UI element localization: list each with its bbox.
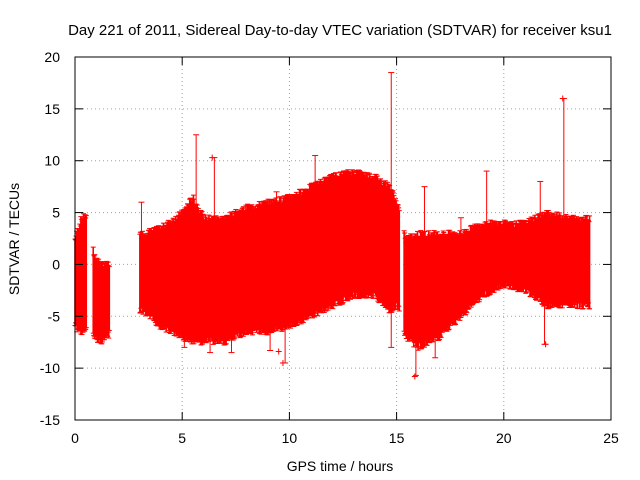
- x-tick-label: 15: [389, 430, 405, 446]
- y-tick-label: -15: [40, 412, 60, 428]
- x-tick-label: 0: [71, 430, 79, 446]
- data-outlier-point: [279, 359, 286, 366]
- x-tick-label: 20: [496, 430, 512, 446]
- data-outlier-point: [411, 373, 418, 380]
- y-axis-label: SDTVAR / TECUs: [6, 183, 22, 295]
- data-outlier-point: [559, 95, 566, 102]
- y-tick-label: -10: [40, 360, 60, 376]
- y-tick-label: -5: [48, 308, 61, 324]
- y-tick-label: 10: [44, 153, 60, 169]
- y-tick-label: 20: [44, 49, 60, 65]
- x-axis-label: GPS time / hours: [287, 458, 394, 474]
- data-outlier-point: [264, 321, 271, 328]
- y-tick-label: 5: [52, 205, 60, 221]
- data-series: [72, 72, 593, 380]
- x-tick-label: 5: [178, 430, 186, 446]
- x-tick-label: 10: [282, 430, 298, 446]
- data-outlier-point: [275, 348, 282, 355]
- plot-frame: [74, 56, 612, 421]
- data-outlier-point: [542, 341, 549, 348]
- chart-title: Day 221 of 2011, Sidereal Day-to-day VTE…: [68, 22, 612, 39]
- y-tick-label: 15: [44, 101, 60, 117]
- axis-ticks: 0 5 10 15 20 25 -15 -10 -5 0 5 10 15 20: [40, 49, 619, 446]
- y-tick-label: 0: [52, 256, 60, 272]
- x-tick-label: 25: [603, 430, 619, 446]
- data-outlier-point: [209, 154, 216, 161]
